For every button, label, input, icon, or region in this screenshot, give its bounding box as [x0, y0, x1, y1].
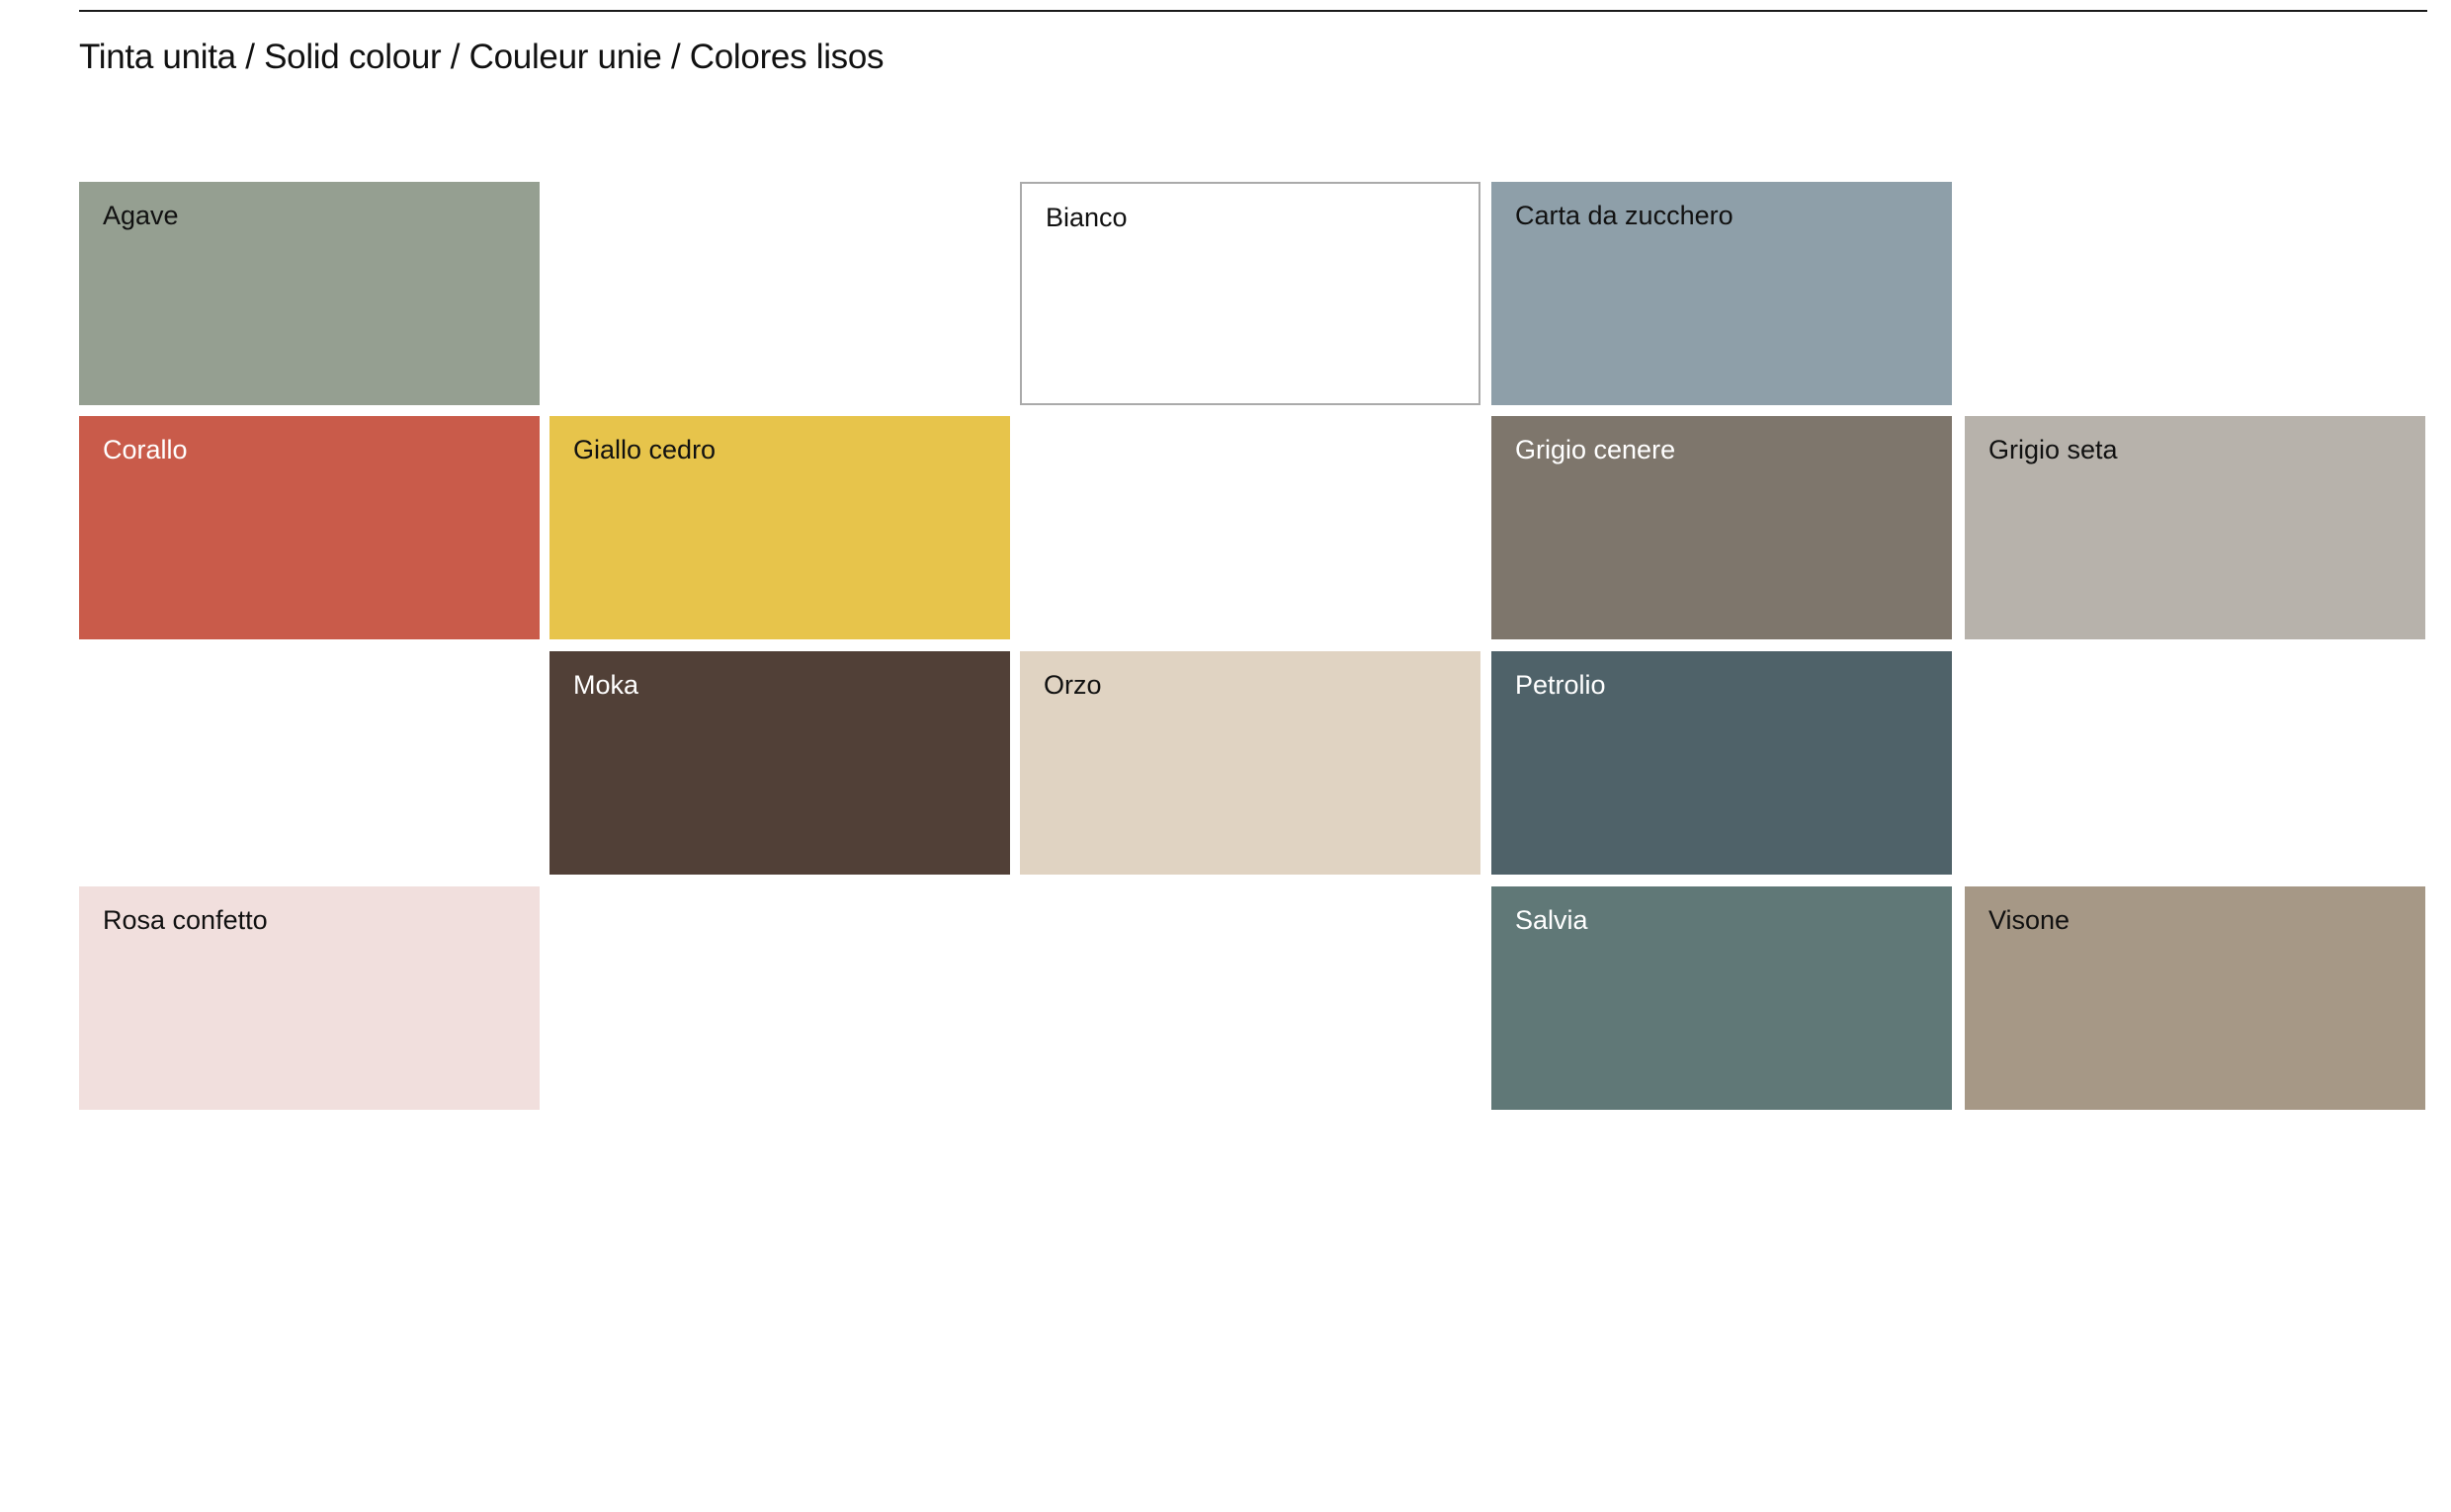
swatch-rosa-confetto: Rosa confetto: [79, 886, 540, 1110]
swatch-label: Moka: [573, 670, 639, 700]
swatch-label: Corallo: [103, 435, 188, 464]
swatch-label: Agave: [103, 201, 179, 230]
swatch-label: Grigio cenere: [1515, 435, 1676, 464]
swatch-label: Salvia: [1515, 905, 1588, 935]
swatch-label: Visone: [1988, 905, 2071, 935]
swatch-carta-da-zucchero: Carta da zucchero: [1491, 182, 1952, 405]
swatch-bianco: Bianco: [1020, 182, 1480, 405]
swatch-grigio-seta: Grigio seta: [1965, 416, 2425, 639]
swatch-giallo-cedro: Giallo cedro: [549, 416, 1010, 639]
swatch-label: Grigio seta: [1988, 435, 2118, 464]
swatch-label: Giallo cedro: [573, 435, 717, 464]
top-divider: [79, 10, 2427, 12]
swatch-grigio-cenere: Grigio cenere: [1491, 416, 1952, 639]
swatch-corallo: Corallo: [79, 416, 540, 639]
swatch-label: Bianco: [1046, 203, 1128, 232]
swatch-visone: Visone: [1965, 886, 2425, 1110]
swatch-moka: Moka: [549, 651, 1010, 875]
swatch-salvia: Salvia: [1491, 886, 1952, 1110]
swatch-label: Carta da zucchero: [1515, 201, 1733, 230]
swatch-agave: Agave: [79, 182, 540, 405]
swatch-label: Orzo: [1044, 670, 1102, 700]
swatch-label: Petrolio: [1515, 670, 1606, 700]
swatch-label: Rosa confetto: [103, 905, 268, 935]
page-title: Tinta unita / Solid colour / Couleur uni…: [79, 38, 885, 76]
swatch-orzo: Orzo: [1020, 651, 1480, 875]
swatch-petrolio: Petrolio: [1491, 651, 1952, 875]
